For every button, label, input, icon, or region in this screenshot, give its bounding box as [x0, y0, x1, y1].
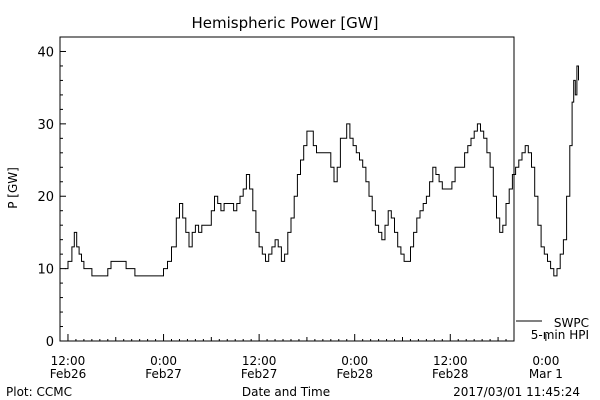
- x-tick-label-time: 0:00: [341, 354, 368, 368]
- x-tick-label-time: 0:00: [532, 354, 559, 368]
- plot-frame: [59, 36, 515, 342]
- x-tick-label-date: Feb28: [432, 367, 469, 381]
- x-tick-label-date: Mar 1: [529, 367, 563, 381]
- series-group: [64, 65, 579, 277]
- y-tick-label: 30: [37, 118, 54, 133]
- x-tick-label-date: Feb28: [336, 367, 373, 381]
- footer-right: 2017/03/01 11:45:24: [453, 385, 580, 399]
- legend-line1: SWPC: [554, 316, 589, 330]
- x-axis-label: Date and Time: [242, 385, 330, 399]
- x-tick-label-time: 12:00: [51, 354, 86, 368]
- x-tick-label-date: Feb26: [50, 367, 87, 381]
- chart-title: Hemispheric Power [GW]: [192, 14, 379, 32]
- y-tick-label: 0: [46, 335, 54, 350]
- y-axis-label: P [GW]: [6, 167, 20, 209]
- x-tick-label-date: Feb27: [145, 367, 182, 381]
- x-tick-label-time: 12:00: [242, 354, 277, 368]
- x-tick-label-time: 12:00: [433, 354, 468, 368]
- y-tick-label: 10: [37, 263, 54, 278]
- footer-left: Plot: CCMC: [6, 385, 72, 399]
- y-axis-ticks: 0 10 20 30 40: [37, 45, 66, 350]
- x-axis-ticks: 12:00Feb260:00Feb2712:00Feb270:00Feb2812…: [50, 334, 563, 381]
- y-tick-label: 20: [37, 190, 54, 205]
- series-line: [64, 65, 579, 277]
- x-tick-label-date: Feb27: [241, 367, 278, 381]
- legend: SWPC 5-min HPI: [516, 316, 589, 342]
- legend-line2: 5-min HPI: [531, 328, 589, 342]
- y-tick-label: 40: [37, 45, 54, 60]
- x-tick-label-time: 0:00: [150, 354, 177, 368]
